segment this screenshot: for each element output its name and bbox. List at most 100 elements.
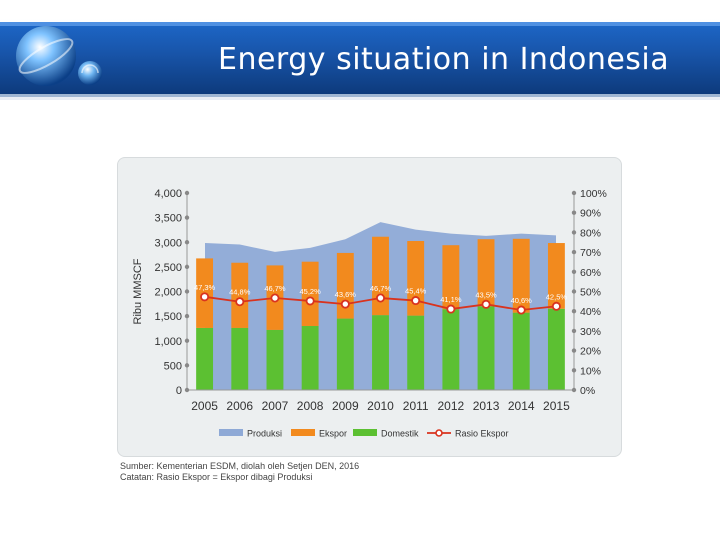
y2-tick-label: 20%: [580, 346, 601, 358]
y-tick-mark-1500: [184, 313, 190, 319]
y2-tick-label: 50%: [580, 287, 601, 299]
bar-ekspor-2013: [477, 239, 495, 307]
point-rasio-2008: [305, 296, 315, 306]
y-tick-label: 1,500: [154, 311, 182, 323]
y2-tick-mark-80: [571, 230, 577, 235]
point-rasio-2014: [516, 305, 526, 315]
bar-domestik-2009: [336, 318, 354, 390]
y-tick-mark-0: [184, 387, 190, 393]
y-tick-mark-4000: [184, 190, 190, 196]
y2-tick-label: 30%: [580, 326, 601, 338]
bar-ekspor-2009: [336, 252, 354, 319]
y2-tick-mark-30: [571, 328, 577, 334]
y-tick-label: 1,000: [154, 336, 182, 348]
point-rasio-2005: [200, 292, 210, 302]
bar-domestik-2012: [442, 309, 460, 390]
y2-tick-label: 60%: [580, 267, 601, 279]
legend-marker-3: [435, 429, 443, 437]
x-tick-label-2008: 2008: [297, 399, 324, 413]
y2-tick-mark-40: [571, 309, 577, 314]
y-tick-label: 3,000: [154, 237, 182, 249]
y2-tick-label: 90%: [580, 208, 601, 220]
y2-tick-mark-90: [571, 210, 577, 215]
data-label-rasio-2006: 44,8%: [229, 288, 251, 297]
x-tick-label-2013: 2013: [473, 399, 500, 413]
y2-tick-label: 80%: [580, 227, 601, 239]
x-tick-label-2014: 2014: [508, 399, 535, 413]
legend-label-1: Ekspor: [319, 429, 347, 439]
bar-ekspor-2008: [301, 261, 319, 326]
data-label-rasio-2010: 46,7%: [370, 284, 392, 293]
point-rasio-2012: [446, 304, 456, 314]
point-rasio-2013: [481, 299, 491, 309]
legend-swatch-0: [219, 429, 243, 436]
data-label-rasio-2012: 41,1%: [440, 295, 462, 304]
y-tick-mark-500: [184, 363, 190, 368]
point-rasio-2010: [375, 293, 385, 303]
y2-tick-mark-0: [571, 387, 577, 393]
bar-domestik-2010: [372, 315, 389, 390]
legend-swatch-2: [353, 429, 377, 436]
legend-label-0: Produksi: [247, 429, 282, 439]
data-label-rasio-2005: 47,3%: [194, 283, 216, 292]
data-label-rasio-2015: 42,5%: [546, 292, 568, 301]
x-tick-label-2005: 2005: [191, 399, 218, 413]
y2-tick-label: 40%: [580, 306, 601, 318]
point-rasio-2009: [340, 299, 350, 309]
slide-header: Energy situation in Indonesia: [0, 0, 720, 100]
y-tick-label: 2,000: [154, 287, 182, 299]
gas-production-chart: 0 500 1,000 1,500 2,000 2,500 3,000 3,500 4,000 0…: [132, 188, 607, 439]
y-tick-mark-3500: [184, 215, 190, 220]
x-tick-label-2012: 2012: [438, 399, 465, 413]
bar-domestik-2005: [196, 327, 214, 390]
bar-domestik-2014: [512, 312, 530, 390]
data-label-rasio-2011: 45,4%: [405, 287, 427, 296]
y2-tick-mark-100: [571, 190, 577, 196]
y2-tick-mark-10: [571, 368, 577, 373]
bar-ekspor-2011: [407, 241, 425, 316]
y-tick-label: 2,500: [154, 262, 182, 274]
header-band: [0, 22, 720, 94]
y-tick-label: 0: [176, 385, 182, 397]
source-line: Sumber: Kementerian ESDM, diolah oleh Se…: [120, 461, 360, 471]
point-rasio-2011: [411, 296, 421, 306]
point-rasio-2007: [270, 293, 280, 303]
y-tick-mark-3000: [184, 240, 190, 245]
bar-ekspor-2015: [547, 243, 565, 309]
data-label-rasio-2014: 40,6%: [511, 296, 533, 305]
data-label-rasio-2013: 43,5%: [475, 290, 497, 299]
y2-tick-label: 70%: [580, 247, 601, 259]
y-tick-mark-1000: [184, 338, 190, 343]
header-band-highlight: [0, 22, 720, 26]
legend-label-2: Domestik: [381, 429, 419, 439]
page-title: Energy situation in Indonesia: [218, 42, 670, 77]
bar-domestik-2007: [266, 329, 284, 390]
x-tick-label-2015: 2015: [543, 399, 570, 413]
y2-tick-label: 0%: [580, 385, 595, 397]
y-tick-mark-2500: [184, 264, 190, 270]
y2-tick-mark-20: [571, 348, 577, 353]
y-axis-label: Ribu MMSCF: [132, 258, 144, 324]
bar-domestik-2015: [547, 308, 565, 390]
y-tick-mark-2000: [184, 289, 190, 294]
x-tick-label-2009: 2009: [332, 399, 359, 413]
legend-swatch-1: [291, 429, 315, 436]
x-tick-label-2006: 2006: [226, 399, 253, 413]
bar-ekspor-2006: [231, 262, 249, 328]
bar-ekspor-2010: [372, 236, 389, 316]
data-label-rasio-2008: 45,2%: [299, 287, 321, 296]
x-tick-label-2011: 2011: [403, 399, 429, 413]
chart-source-notes: Sumber: Kementerian ESDM, diolah oleh Se…: [120, 461, 359, 483]
y-tick-label: 3,500: [154, 213, 182, 225]
bar-domestik-2011: [407, 315, 425, 390]
y-tick-label: 4,000: [154, 188, 182, 200]
bar-ekspor-2014: [512, 238, 530, 313]
point-rasio-2006: [235, 297, 245, 307]
y2-tick-mark-70: [571, 249, 577, 255]
globe-logo-icon: [16, 26, 102, 86]
header-rule: [0, 94, 720, 97]
point-rasio-2015: [551, 301, 561, 311]
bar-ekspor-2012: [442, 245, 460, 310]
x-tick-label-2010: 2010: [367, 399, 394, 413]
bar-domestik-2006: [231, 327, 249, 390]
